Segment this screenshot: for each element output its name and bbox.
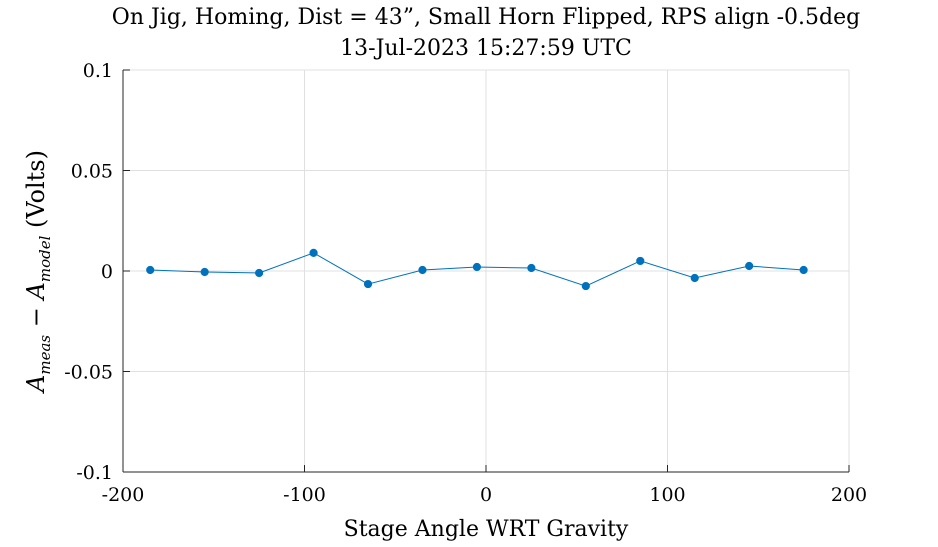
y-label-units: (Volts)	[22, 150, 50, 236]
y-label-a2: A	[22, 282, 50, 301]
y-tick-label: 0.1	[83, 60, 113, 82]
data-point	[745, 261, 754, 271]
data-point	[690, 273, 699, 283]
data-point	[799, 265, 808, 275]
data-point	[527, 263, 536, 273]
y-label-a1: A	[22, 375, 50, 394]
y-label-sub1: meas	[36, 335, 54, 375]
x-axis-label: Stage Angle WRT Gravity	[344, 517, 629, 542]
chart-title: On Jig, Homing, Dist = 43”, Small Horn F…	[112, 5, 860, 30]
y-ticks: -0.1 -0.05 0 0.05 0.1	[64, 60, 130, 484]
x-tick-label: 100	[649, 484, 685, 506]
y-axis-label: Ameas − Amodel (Volts)	[22, 150, 54, 394]
data-point	[636, 256, 645, 266]
y-label-sub2: model	[36, 235, 54, 282]
y-tick-label: -0.05	[64, 362, 113, 384]
data-point	[309, 248, 318, 258]
data-point	[200, 267, 209, 277]
x-tick-label: -200	[102, 484, 145, 506]
y-tick-label: 0	[101, 261, 113, 283]
data-point	[363, 279, 373, 289]
data-point	[581, 281, 590, 291]
x-tick-label: 0	[480, 484, 492, 506]
y-label-minus: −	[22, 299, 50, 334]
data-point	[472, 262, 482, 272]
y-tick-label: 0.05	[71, 161, 113, 183]
chart-subtitle: 13-Jul-2023 15:27:59 UTC	[340, 36, 632, 61]
y-tick-label: -0.1	[76, 462, 113, 484]
data-point	[146, 265, 155, 275]
data-point	[418, 265, 427, 275]
x-tick-label: -100	[283, 484, 326, 506]
x-tick-label: 200	[831, 484, 867, 506]
x-ticks: -200 -100 0 100 200	[102, 465, 867, 506]
data-point	[255, 268, 264, 278]
series	[146, 248, 808, 291]
